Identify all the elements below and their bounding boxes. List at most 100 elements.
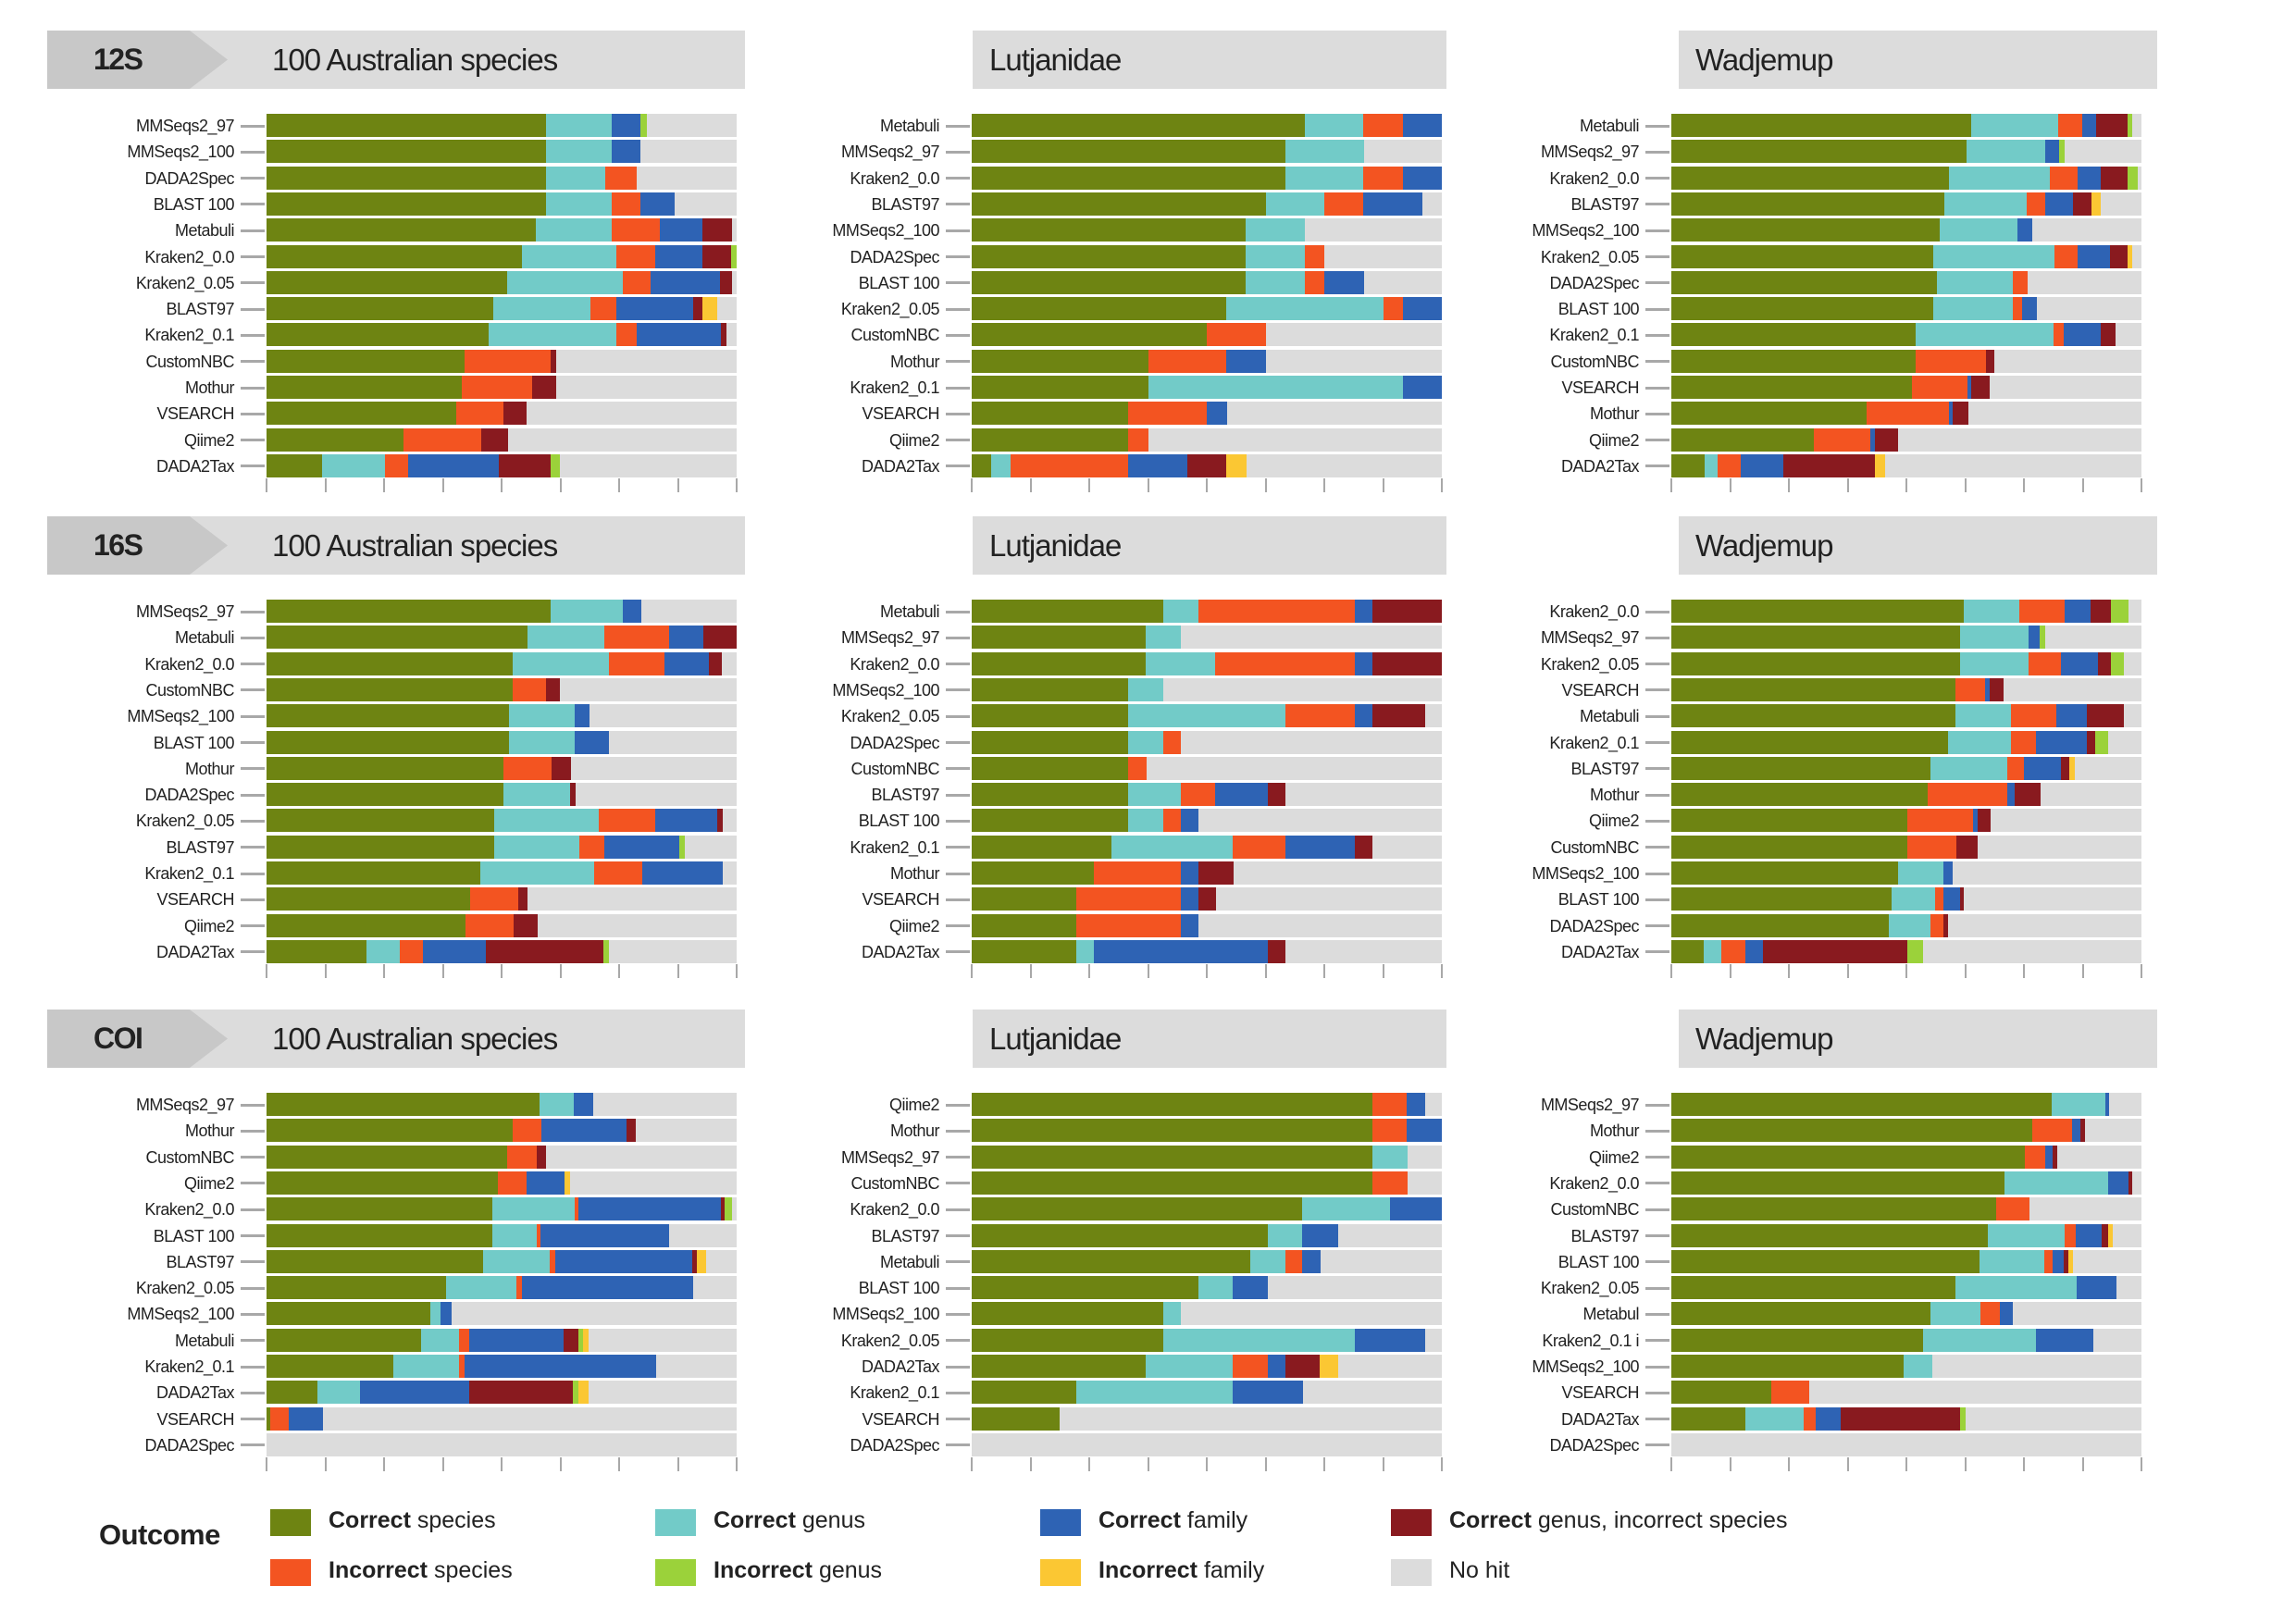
bar-segment-correct-family[interactable] xyxy=(2021,297,2037,321)
bar-segment-correct-genus-incorrect-species[interactable] xyxy=(480,427,509,452)
bar-segment-correct-genus-incorrect-species[interactable] xyxy=(626,1119,637,1143)
bar-segment-correct-genus[interactable] xyxy=(1148,376,1404,399)
bar-segment-correct-genus[interactable] xyxy=(2051,1093,2106,1116)
bar-segment-correct-species[interactable] xyxy=(1671,756,1931,780)
stacked-bar[interactable] xyxy=(1671,1406,2141,1431)
bar-segment-incorrect-species[interactable] xyxy=(2007,756,2025,780)
bar-segment-correct-family[interactable] xyxy=(1226,349,1266,373)
bar-segment-incorrect-genus[interactable] xyxy=(731,244,738,268)
bar-segment-correct-species[interactable] xyxy=(267,140,547,164)
bar-segment-correct-genus-incorrect-species[interactable] xyxy=(1977,809,1992,833)
bar-segment-correct-family[interactable] xyxy=(655,244,703,268)
bar-segment-incorrect-species[interactable] xyxy=(1371,1093,1408,1116)
bar-segment-correct-family[interactable] xyxy=(2053,1249,2065,1273)
stacked-bar[interactable] xyxy=(972,402,1442,426)
bar-segment-correct-genus[interactable] xyxy=(479,861,595,885)
bar-segment-correct-species[interactable] xyxy=(267,600,552,623)
bar-segment-correct-genus-incorrect-species[interactable] xyxy=(702,218,732,242)
bar-segment-correct-species[interactable] xyxy=(972,1381,1077,1405)
stacked-bar[interactable] xyxy=(1671,297,2141,321)
stacked-bar[interactable] xyxy=(1671,402,2141,426)
bar-segment-correct-species[interactable] xyxy=(1671,1223,1989,1247)
stacked-bar[interactable] xyxy=(972,1223,1442,1247)
bar-segment-incorrect-species[interactable] xyxy=(1371,1119,1408,1143)
stacked-bar[interactable] xyxy=(1671,835,2141,859)
bar-segment-correct-genus[interactable] xyxy=(1285,166,1364,190)
bar-segment-correct-family[interactable] xyxy=(2076,1223,2103,1247)
bar-segment-correct-genus-incorrect-species[interactable] xyxy=(1354,835,1373,859)
bar-segment-incorrect-family[interactable] xyxy=(2068,1249,2073,1273)
bar-segment-correct-genus-incorrect-species[interactable] xyxy=(2090,600,2112,623)
bar-segment-correct-genus-incorrect-species[interactable] xyxy=(703,626,738,650)
bar-segment-correct-species[interactable] xyxy=(267,651,514,675)
bar-segment-correct-species[interactable] xyxy=(1671,1406,1746,1431)
bar-segment-correct-species[interactable] xyxy=(972,1249,1251,1273)
bar-segment-correct-genus[interactable] xyxy=(1892,887,1936,911)
stacked-bar[interactable] xyxy=(267,1171,737,1195)
stacked-bar[interactable] xyxy=(267,809,737,833)
bar-segment-correct-species[interactable] xyxy=(267,835,495,859)
stacked-bar[interactable] xyxy=(267,244,738,268)
bar-segment-correct-family[interactable] xyxy=(664,651,710,675)
bar-segment-incorrect-species[interactable] xyxy=(616,244,656,268)
bar-segment-correct-genus[interactable] xyxy=(1889,913,1931,937)
bar-segment-correct-genus[interactable] xyxy=(1922,1328,2037,1352)
bar-segment-correct-genus[interactable] xyxy=(546,166,606,190)
bar-segment-correct-family[interactable] xyxy=(2045,140,2060,164)
bar-segment-correct-species[interactable] xyxy=(267,453,323,477)
stacked-bar[interactable] xyxy=(267,1093,737,1116)
bar-segment-correct-species[interactable] xyxy=(1671,376,1913,399)
bar-segment-correct-genus[interactable] xyxy=(1933,244,2055,268)
bar-segment-incorrect-species[interactable] xyxy=(1324,192,1364,216)
bar-segment-correct-genus-incorrect-species[interactable] xyxy=(2101,1223,2109,1247)
stacked-bar[interactable] xyxy=(972,1197,1443,1221)
bar-segment-correct-species[interactable] xyxy=(972,1302,1164,1326)
bar-segment-correct-family[interactable] xyxy=(2007,783,2016,807)
stacked-bar[interactable] xyxy=(972,140,1442,164)
bar-segment-correct-family[interactable] xyxy=(407,453,500,477)
bar-segment-incorrect-species[interactable] xyxy=(1207,323,1266,347)
stacked-bar[interactable] xyxy=(267,1119,737,1143)
bar-segment-correct-family[interactable] xyxy=(1402,297,1443,321)
bar-segment-correct-genus[interactable] xyxy=(1128,730,1164,754)
bar-segment-correct-genus[interactable] xyxy=(1959,626,2029,650)
bar-segment-correct-genus[interactable] xyxy=(1947,730,2012,754)
bar-segment-correct-family[interactable] xyxy=(575,730,610,754)
bar-segment-correct-genus-incorrect-species[interactable] xyxy=(503,402,527,426)
bar-segment-correct-genus-incorrect-species[interactable] xyxy=(1186,453,1227,477)
bar-segment-incorrect-species[interactable] xyxy=(1285,1249,1303,1273)
bar-segment-incorrect-genus[interactable] xyxy=(2111,600,2129,623)
bar-segment-correct-genus[interactable] xyxy=(1944,192,2028,216)
bar-segment-incorrect-species[interactable] xyxy=(2012,297,2023,321)
bar-segment-correct-family[interactable] xyxy=(668,626,704,650)
bar-segment-correct-species[interactable] xyxy=(972,1276,1199,1300)
bar-segment-correct-family[interactable] xyxy=(1302,1223,1338,1247)
bar-segment-correct-family[interactable] xyxy=(1984,677,1991,701)
bar-segment-correct-genus-incorrect-species[interactable] xyxy=(1942,913,1949,937)
bar-segment-correct-family[interactable] xyxy=(1402,376,1443,399)
bar-segment-correct-species[interactable] xyxy=(267,1276,447,1300)
stacked-bar[interactable] xyxy=(972,600,1443,623)
bar-segment-correct-genus[interactable] xyxy=(488,323,617,347)
stacked-bar[interactable] xyxy=(267,218,737,242)
bar-segment-correct-species[interactable] xyxy=(267,1093,540,1116)
bar-segment-correct-family[interactable] xyxy=(1869,427,1876,452)
bar-segment-correct-genus[interactable] xyxy=(1075,939,1095,963)
bar-segment-correct-species[interactable] xyxy=(972,861,1095,885)
stacked-bar[interactable] xyxy=(1671,1223,2141,1247)
bar-segment-correct-family[interactable] xyxy=(2000,1302,2014,1326)
bar-segment-correct-species[interactable] xyxy=(1671,704,1956,728)
bar-segment-correct-genus[interactable] xyxy=(1146,626,1182,650)
bar-segment-correct-genus[interactable] xyxy=(1146,651,1216,675)
bar-segment-correct-species[interactable] xyxy=(1671,1355,1905,1378)
bar-segment-correct-family[interactable] xyxy=(1180,861,1199,885)
bar-segment-incorrect-species[interactable] xyxy=(1198,600,1356,623)
bar-segment-correct-genus[interactable] xyxy=(493,809,600,833)
stacked-bar[interactable] xyxy=(1671,913,2141,937)
stacked-bar[interactable] xyxy=(267,651,737,675)
bar-segment-correct-genus[interactable] xyxy=(503,783,571,807)
bar-segment-correct-genus[interactable] xyxy=(1246,244,1306,268)
bar-segment-correct-species[interactable] xyxy=(972,835,1112,859)
bar-segment-correct-family[interactable] xyxy=(2061,651,2099,675)
bar-segment-incorrect-genus[interactable] xyxy=(2059,140,2065,164)
